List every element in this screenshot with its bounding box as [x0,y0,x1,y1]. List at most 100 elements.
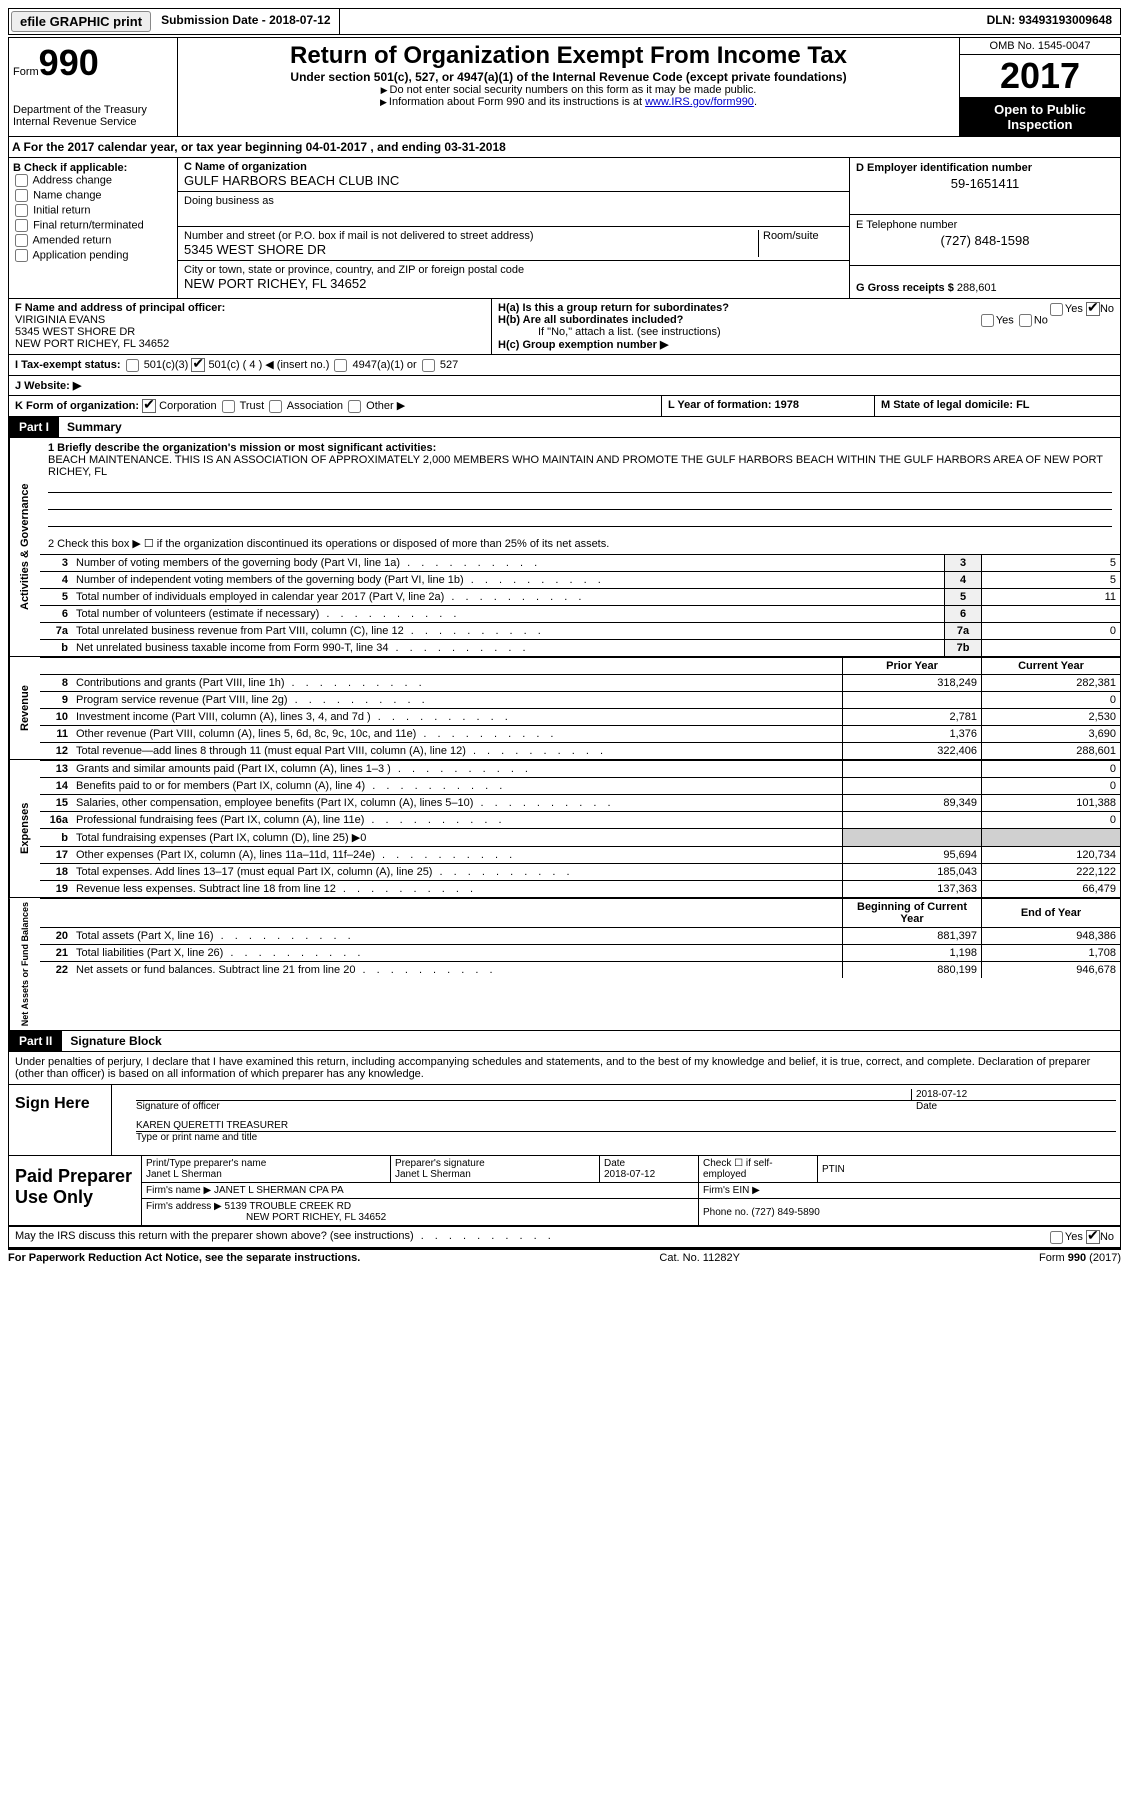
firm-name-label: Firm's name ▶ [146,1185,211,1196]
cb-501c3[interactable] [126,359,139,372]
paid-preparer-label: Paid Preparer Use Only [9,1156,142,1225]
open-to-public: Open to Public Inspection [960,98,1120,136]
name-title-caption: Type or print name and title [136,1132,1116,1143]
col-b-checkboxes: B Check if applicable: Address change Na… [9,158,178,298]
phone-value: (727) 848-1598 [856,231,1114,248]
cb-hb-yes[interactable] [981,314,994,327]
sig-date: 2018-07-12 [911,1089,1116,1100]
sign-here-label: Sign Here [9,1085,112,1155]
cb-amended-return[interactable] [15,234,28,247]
prep-date: 2018-07-12 [604,1169,655,1180]
room-suite-label: Room/suite [759,230,843,257]
form-header: Form990 Department of the Treasury Inter… [8,37,1121,137]
cb-association[interactable] [269,400,282,413]
part1-label: Summary [59,417,130,437]
cb-hb-no[interactable] [1019,314,1032,327]
cb-application-pending[interactable] [15,249,28,262]
officer-label: F Name and address of principal officer: [15,302,225,314]
gross-receipts: 288,601 [957,282,997,294]
cb-initial-return[interactable] [15,204,28,217]
irs-link[interactable]: www.IRS.gov/form990 [645,96,754,108]
print-name: Janet L Sherman [146,1169,222,1180]
mission-text: BEACH MAINTENANCE. THIS IS AN ASSOCIATIO… [48,454,1103,478]
form-title: Return of Organization Exempt From Incom… [182,42,955,70]
vlabel-expenses: Expenses [9,760,40,897]
ein-value: 59-1651411 [856,174,1114,191]
cb-discuss-no[interactable] [1086,1230,1100,1244]
vlabel-netassets: Net Assets or Fund Balances [9,898,40,1030]
org-name: GULF HARBORS BEACH CLUB INC [184,171,399,188]
section-a-taxyear: A For the 2017 calendar year, or tax yea… [8,137,1121,158]
website-label: J Website: ▶ [15,380,81,392]
note-ssn: Do not enter social security numbers on … [390,84,757,96]
hb-label: H(b) Are all subordinates included? [498,314,683,326]
irs-label: Internal Revenue Service [13,116,173,128]
tax-year: 2017 [960,55,1120,98]
form-label: Form [13,66,39,78]
phone-label: E Telephone number [856,219,957,231]
firm-phone: (727) 849-5890 [751,1207,819,1218]
firm-addr: 5139 TROUBLE CREEK RD [225,1201,352,1212]
dba-label: Doing business as [184,195,274,207]
print-name-label: Print/Type preparer's name [146,1158,266,1169]
part2-label: Signature Block [62,1031,169,1051]
cb-527[interactable] [422,359,435,372]
officer-city: NEW PORT RICHEY, FL 34652 [15,338,169,350]
dept-treasury: Department of the Treasury [13,104,173,116]
firm-phone-label: Phone no. [703,1207,751,1218]
cb-4947[interactable] [334,359,347,372]
netassets-table: Beginning of Current YearEnd of Year20To… [40,898,1120,978]
year-formation: L Year of formation: 1978 [668,399,799,411]
cb-ha-yes[interactable] [1050,303,1063,316]
state-domicile: M State of legal domicile: FL [881,399,1030,411]
cb-name-change[interactable] [15,189,28,202]
cb-trust[interactable] [222,400,235,413]
footer-form: Form 990 (2017) [1039,1252,1121,1264]
efile-print-button[interactable]: efile GRAPHIC print [11,11,151,32]
cb-501c[interactable] [191,358,205,372]
cb-ha-no[interactable] [1086,302,1100,316]
vlabel-governance: Activities & Governance [9,438,40,656]
sig-date-caption: Date [916,1101,1116,1112]
firm-ein-label: Firm's EIN ▶ [703,1185,760,1196]
ein-label: D Employer identification number [856,162,1032,174]
officer-street: 5345 WEST SHORE DR [15,326,135,338]
line2-text: 2 Check this box ▶ ☐ if the organization… [40,533,1120,554]
submission-date: Submission Date - 2018-07-12 [153,9,339,34]
cb-discuss-yes[interactable] [1050,1231,1063,1244]
ptin-label: PTIN [818,1156,1121,1183]
firm-city: NEW PORT RICHEY, FL 34652 [146,1212,386,1223]
dln: DLN: 93493193009648 [979,9,1120,34]
firm-addr-label: Firm's address ▶ [146,1201,222,1212]
revenue-table: Prior YearCurrent Year8Contributions and… [40,657,1120,759]
officer-name-title: KAREN QUERETTI TREASURER [136,1120,912,1131]
firm-name: JANET L SHERMAN CPA PA [214,1185,344,1196]
prep-sig-label: Preparer's signature [395,1158,485,1169]
prep-sig-name: Janet L Sherman [395,1169,471,1180]
tax-status-label: I Tax-exempt status: [15,359,121,371]
self-employed-check: Check ☐ if self-employed [699,1156,818,1183]
gross-receipts-label: G Gross receipts $ [856,282,957,294]
cb-final-return[interactable] [15,219,28,232]
top-bar: efile GRAPHIC print Submission Date - 20… [8,8,1121,35]
hc-label: H(c) Group exemption number ▶ [498,339,668,351]
note-info: Information about Form 990 and its instr… [389,96,645,108]
part1-tab: Part I [9,417,59,437]
cb-other[interactable] [348,400,361,413]
vlabel-revenue: Revenue [9,657,40,759]
street-address: 5345 WEST SHORE DR [184,240,326,257]
penalty-text: Under penalties of perjury, I declare th… [9,1052,1120,1084]
expenses-table: 13Grants and similar amounts paid (Part … [40,760,1120,897]
prep-date-label: Date [604,1158,625,1169]
k-label: K Form of organization: [15,400,139,412]
footer-catno: Cat. No. 11282Y [659,1252,740,1264]
omb-number: OMB No. 1545-0047 [960,38,1120,55]
form-subtitle: Under section 501(c), 527, or 4947(a)(1)… [182,70,955,84]
form-number: 990 [39,42,99,83]
mission-label: 1 Briefly describe the organization's mi… [48,442,436,454]
cb-corporation[interactable] [142,399,156,413]
governance-table: 3Number of voting members of the governi… [40,554,1120,656]
officer-name: VIRIGINIA EVANS [15,314,105,326]
footer-paperwork: For Paperwork Reduction Act Notice, see … [8,1252,360,1264]
cb-address-change[interactable] [15,174,28,187]
